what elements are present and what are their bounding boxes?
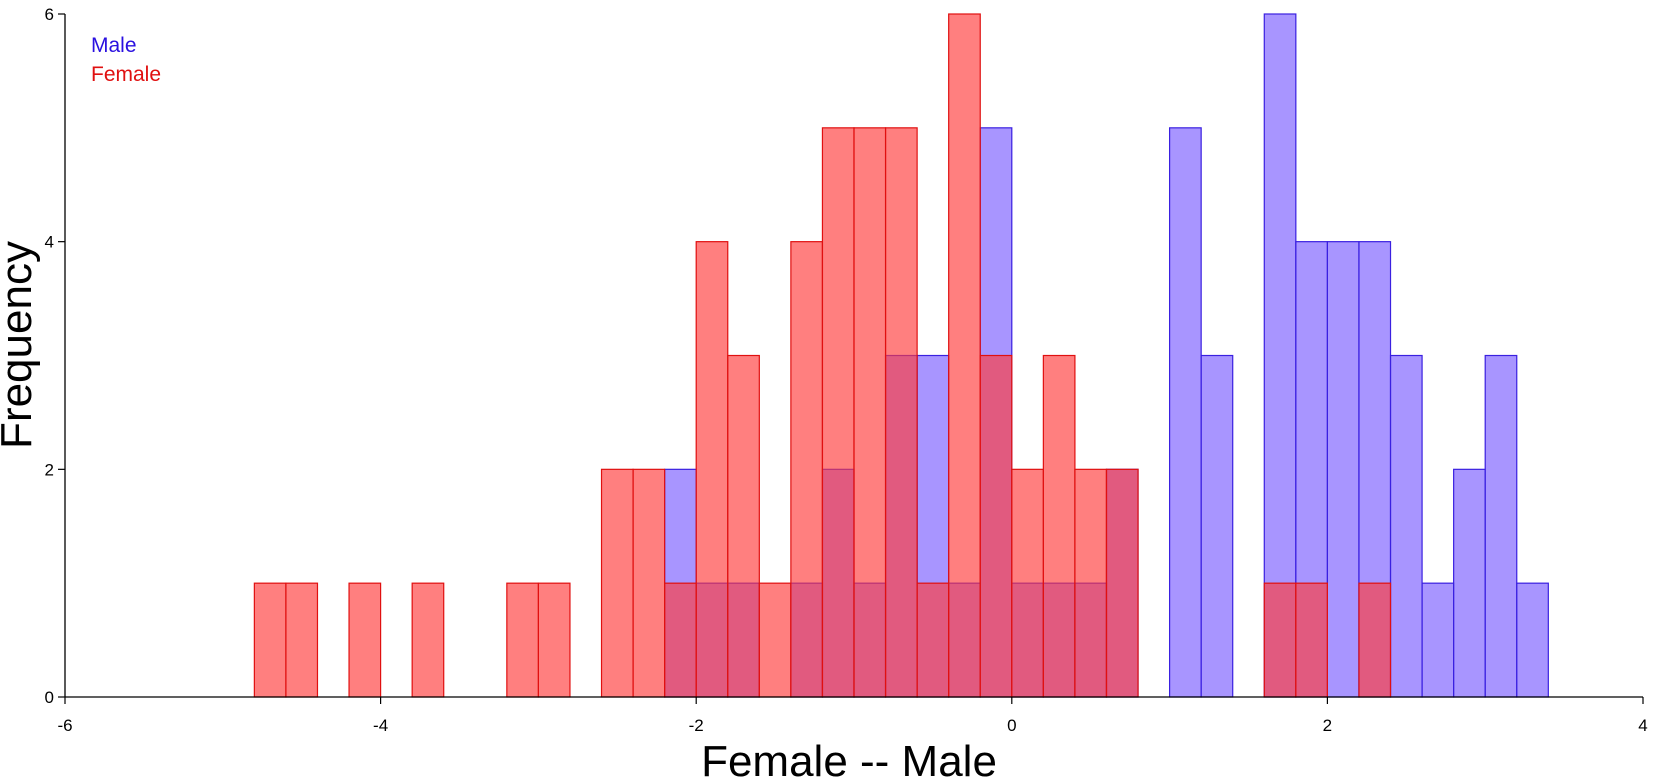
female-bar xyxy=(853,127,887,698)
female-bar xyxy=(1105,468,1139,698)
male-bar xyxy=(1484,354,1518,698)
labels-layer: -6 -4 -2 0 2 4 0 2 4 6 xyxy=(45,5,1648,735)
male-bar xyxy=(1200,354,1234,698)
female-bar xyxy=(348,582,382,698)
y-tick-label: 0 xyxy=(45,688,54,707)
male-bar xyxy=(1168,127,1202,698)
female-bar xyxy=(1295,582,1328,698)
female-bar xyxy=(758,582,792,698)
female-bar xyxy=(916,582,950,698)
axes-layer xyxy=(58,13,1644,704)
female-bar xyxy=(979,354,1013,698)
female-bar xyxy=(285,582,319,698)
legend-entry-male: Male xyxy=(91,34,137,57)
x-tick-label: 0 xyxy=(1007,716,1016,735)
female-bar xyxy=(727,354,760,698)
y-axis-title: Frequency xyxy=(0,241,41,449)
male-bar xyxy=(1389,354,1423,698)
male-bar xyxy=(1453,468,1486,698)
x-tick-label: 4 xyxy=(1638,716,1647,735)
female-bar xyxy=(1263,582,1297,698)
female-bar xyxy=(600,468,634,698)
female-bar xyxy=(1011,468,1044,698)
female-bar xyxy=(790,241,824,698)
female-bar xyxy=(1042,354,1076,698)
male-bar xyxy=(1516,582,1549,698)
female-bar xyxy=(1074,468,1108,698)
female-bar xyxy=(632,468,666,698)
legend-entry-female: Female xyxy=(91,63,161,86)
x-axis-title: Female -- Male xyxy=(701,737,997,782)
female-bar xyxy=(695,241,729,698)
female-bar xyxy=(537,582,571,698)
female-bar xyxy=(884,127,918,698)
female-bar xyxy=(664,582,697,698)
female-bar xyxy=(411,582,445,698)
x-tick-label: 2 xyxy=(1323,716,1332,735)
female-bar xyxy=(506,582,539,698)
female-bar xyxy=(253,582,287,698)
series-female xyxy=(253,13,1392,698)
x-tick-label: -6 xyxy=(57,716,72,735)
female-bar xyxy=(821,127,855,698)
x-tick-label: -2 xyxy=(689,716,704,735)
y-tick-label: 4 xyxy=(45,233,54,252)
male-bar xyxy=(1421,582,1455,698)
x-tick-label: -4 xyxy=(373,716,388,735)
female-bar xyxy=(1358,582,1392,698)
female-bar xyxy=(948,13,981,698)
y-tick-label: 6 xyxy=(45,5,54,24)
y-tick-label: 2 xyxy=(45,460,54,479)
legend: Male Female xyxy=(91,34,161,86)
bars-layer xyxy=(253,13,1549,698)
male-bar xyxy=(1326,241,1360,698)
